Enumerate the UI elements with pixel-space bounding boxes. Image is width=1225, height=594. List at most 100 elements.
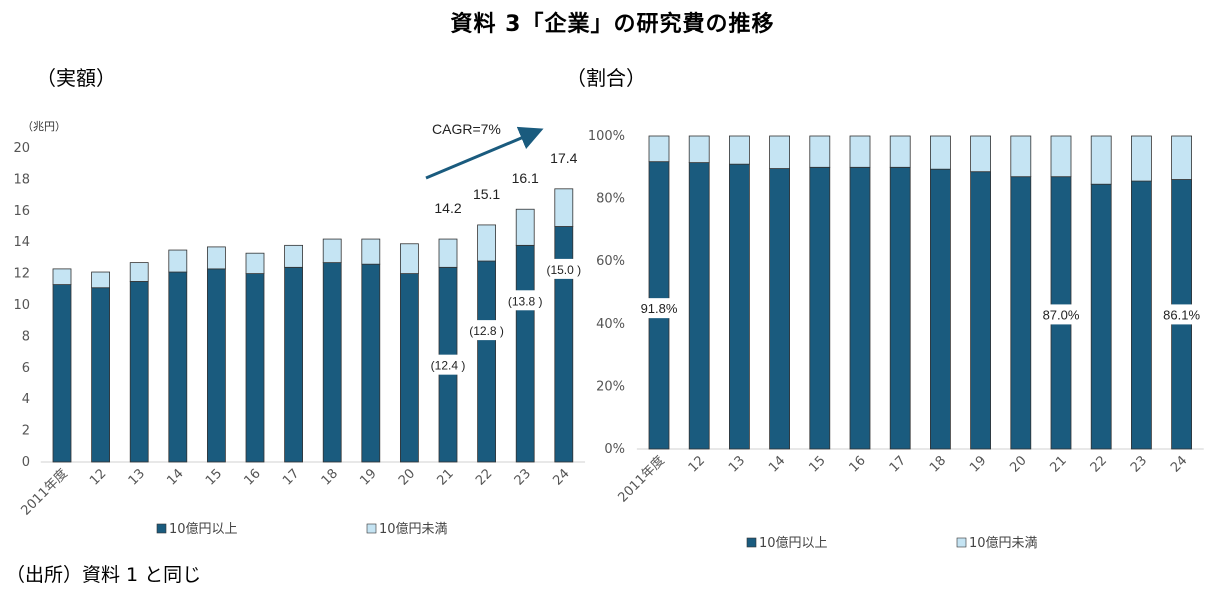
share-y-tick: 40% — [596, 317, 625, 332]
share-y-tick: 100% — [588, 129, 625, 144]
amount-bar-small — [129, 262, 149, 282]
amount-bar-small — [322, 238, 342, 264]
amount-x-tick: 20 — [396, 466, 418, 488]
share-bar-large — [809, 166, 831, 450]
share-x-tick: 2011年度 — [615, 453, 668, 506]
share-x-tick: 14 — [766, 453, 788, 475]
share-bar-large — [1010, 176, 1032, 450]
share-x-tick: 18 — [927, 453, 949, 475]
amount-y-tick: 16 — [13, 204, 30, 219]
amount-legend-small: 10億円未満 — [379, 521, 448, 537]
amount-legend-swatch-large — [156, 523, 167, 534]
amount-x-tick: 17 — [280, 466, 302, 488]
share-bar-small — [809, 135, 831, 168]
share-value-label-bg — [1041, 304, 1081, 325]
share-value-label-bg — [1161, 304, 1202, 325]
amount-bar-small — [554, 188, 574, 227]
amount-bar-large — [168, 271, 188, 463]
share-bar-small — [1090, 135, 1112, 185]
amount-y-tick: 10 — [13, 298, 30, 313]
amount-x-tick: 12 — [87, 466, 109, 488]
share-bar-large — [1090, 183, 1112, 450]
amount-bar-large — [361, 263, 381, 463]
amount-bar-small — [438, 238, 458, 268]
amount-bar-small — [284, 244, 304, 268]
amount-y-tick: 4 — [22, 392, 30, 407]
share-bar-large — [930, 168, 951, 450]
share-x-tick: 24 — [1168, 453, 1190, 475]
amount-x-tick: 19 — [357, 466, 379, 488]
share-x-tick: 13 — [726, 453, 748, 475]
panel-title-amount: （実額） — [36, 66, 116, 90]
amount-y-tick: 6 — [22, 361, 30, 376]
amount-bar-large — [206, 268, 226, 463]
share-x-tick: 15 — [806, 453, 828, 475]
share-legend-small: 10億円未満 — [969, 535, 1038, 551]
amount-x-tick: 22 — [473, 466, 495, 488]
main-title: 資料 3「企業」の研究費の推移 — [450, 12, 775, 37]
share-bar-small — [930, 135, 951, 170]
share-legend-swatch-small — [956, 537, 967, 548]
amount-value-label-bg — [459, 320, 514, 341]
share-bar-small — [970, 135, 991, 173]
share-bar-small — [1050, 135, 1072, 178]
amount-value-label: (12.4 ) — [431, 359, 466, 373]
share-y-tick: 80% — [596, 192, 625, 207]
amount-bar-large — [399, 273, 419, 463]
share-bar-large — [729, 163, 750, 450]
amount-bar-large — [52, 284, 72, 463]
amount-bar-small — [245, 252, 265, 275]
share-bar-small — [1171, 135, 1192, 180]
share-x-tick: 17 — [887, 453, 909, 475]
amount-y-tick: 20 — [13, 141, 30, 156]
amount-bar-large — [284, 266, 304, 463]
amount-y-tick: 0 — [22, 455, 30, 470]
share-value-label: 91.8% — [641, 301, 678, 316]
amount-total-label: 15.1 — [473, 186, 500, 202]
share-y-tick: 20% — [596, 379, 625, 394]
amount-value-label-bg — [536, 258, 591, 279]
amount-bar-large — [477, 260, 497, 463]
share-bar-large — [849, 166, 871, 450]
share-bar-small — [729, 135, 750, 165]
amount-x-tick: 24 — [550, 466, 572, 488]
share-value-label-bg — [639, 298, 679, 319]
amount-bar-small — [206, 246, 226, 270]
panel-title-share: （割合） — [566, 66, 646, 90]
share-x-tick: 21 — [1048, 453, 1070, 475]
share-x-tick: 12 — [686, 453, 708, 475]
amount-legend-large: 10億円以上 — [169, 521, 238, 537]
amount-x-tick: 13 — [126, 466, 148, 488]
source-note: （出所）資料 1 と同じ — [6, 564, 202, 586]
amount-x-tick: 16 — [242, 466, 264, 488]
share-bar-small — [769, 135, 790, 169]
amount-bar-small — [399, 243, 419, 275]
amount-x-tick: 2011年度 — [18, 466, 71, 519]
share-bar-small — [648, 135, 670, 163]
amount-y-tick: 12 — [13, 267, 30, 282]
share-x-tick: 19 — [967, 453, 989, 475]
share-bar-small — [889, 135, 911, 168]
amount-y-tick: 2 — [22, 424, 30, 439]
amount-legend-swatch-small — [366, 523, 377, 534]
share-bar-small — [1010, 135, 1032, 178]
amount-x-tick: 21 — [435, 466, 457, 488]
share-bar-large — [1131, 180, 1152, 450]
share-x-tick: 23 — [1128, 453, 1150, 475]
amount-bar-small — [477, 224, 497, 262]
amount-x-tick: 23 — [512, 466, 534, 488]
amount-x-tick: 15 — [203, 466, 225, 488]
share-bar-large — [769, 168, 790, 450]
amount-bar-small — [168, 249, 188, 273]
amount-bar-large — [322, 262, 342, 463]
amount-y-tick: 8 — [22, 329, 30, 344]
share-bar-large — [970, 171, 991, 450]
amount-y-tick: 14 — [13, 235, 30, 250]
amount-bar-large — [515, 244, 535, 463]
share-bar-small — [1131, 135, 1152, 182]
share-bar-small — [688, 135, 710, 164]
amount-x-tick: 18 — [319, 466, 341, 488]
share-y-tick: 0% — [604, 442, 625, 457]
amount-value-label: (13.8 ) — [508, 294, 543, 308]
